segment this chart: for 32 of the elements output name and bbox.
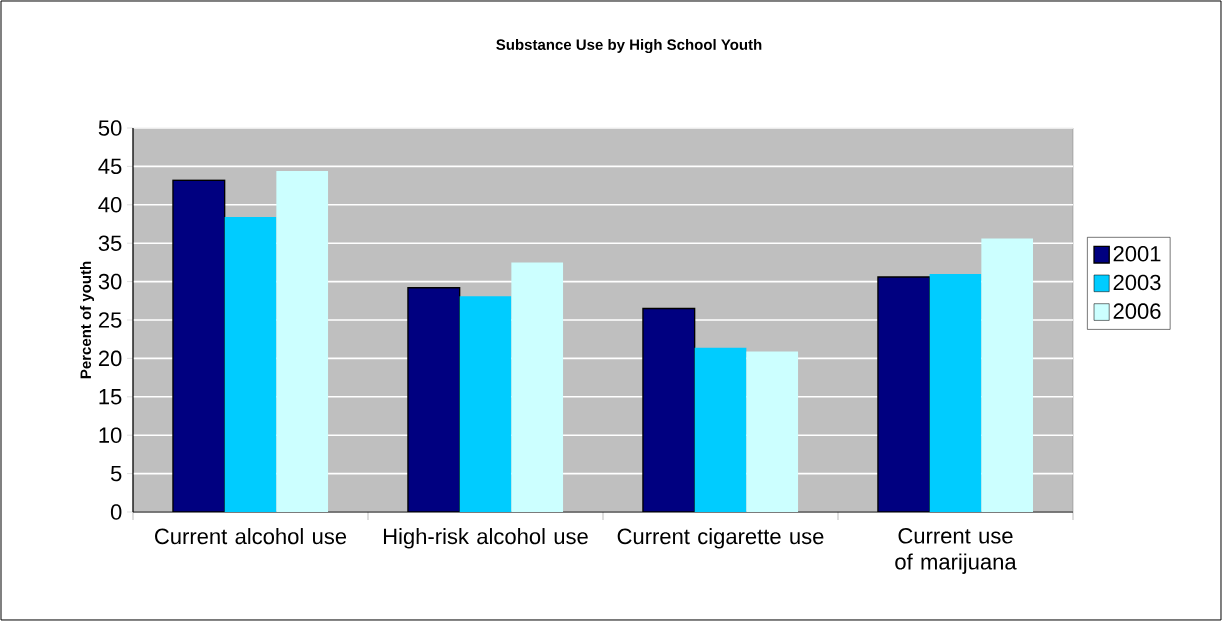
y-tick-label: 25 bbox=[98, 312, 122, 328]
legend-label: 2006 bbox=[1113, 303, 1161, 319]
bar bbox=[642, 307, 696, 512]
legend-label: 2003 bbox=[1113, 274, 1161, 291]
bar bbox=[746, 351, 799, 512]
y-tick-label: 0 bbox=[110, 504, 122, 520]
bar bbox=[276, 171, 329, 512]
y-tick-label: 45 bbox=[98, 158, 122, 175]
bar bbox=[172, 179, 226, 512]
y-tick-label: 5 bbox=[110, 465, 122, 482]
chart-title: Substance Use by High School Youth bbox=[496, 38, 762, 54]
y-tick-label: 50 bbox=[98, 120, 122, 136]
x-tick-label: High-risk alcohol use bbox=[383, 528, 588, 549]
y-tick-label: 20 bbox=[98, 350, 122, 367]
x-tick-label: Current cigarette use bbox=[617, 528, 824, 549]
legend-label: 2001 bbox=[1113, 245, 1161, 262]
bar bbox=[459, 296, 512, 512]
y-tick-label: 40 bbox=[98, 197, 122, 213]
y-tick-label: 30 bbox=[98, 273, 122, 290]
y-tick-label: 10 bbox=[99, 427, 122, 443]
bar bbox=[511, 262, 564, 512]
y-axis-title: Percent of youth bbox=[80, 261, 95, 379]
bar bbox=[981, 238, 1034, 512]
y-tick-label: 15 bbox=[99, 389, 122, 405]
bar bbox=[694, 347, 747, 512]
bar bbox=[407, 287, 461, 512]
x-tick-label: Current use of marijuana bbox=[895, 528, 1017, 574]
bar bbox=[877, 276, 931, 512]
y-tick-label: 35 bbox=[98, 235, 122, 251]
x-tick-label: Current alcohol use bbox=[155, 528, 347, 545]
bar bbox=[224, 217, 277, 512]
bar bbox=[929, 273, 982, 512]
